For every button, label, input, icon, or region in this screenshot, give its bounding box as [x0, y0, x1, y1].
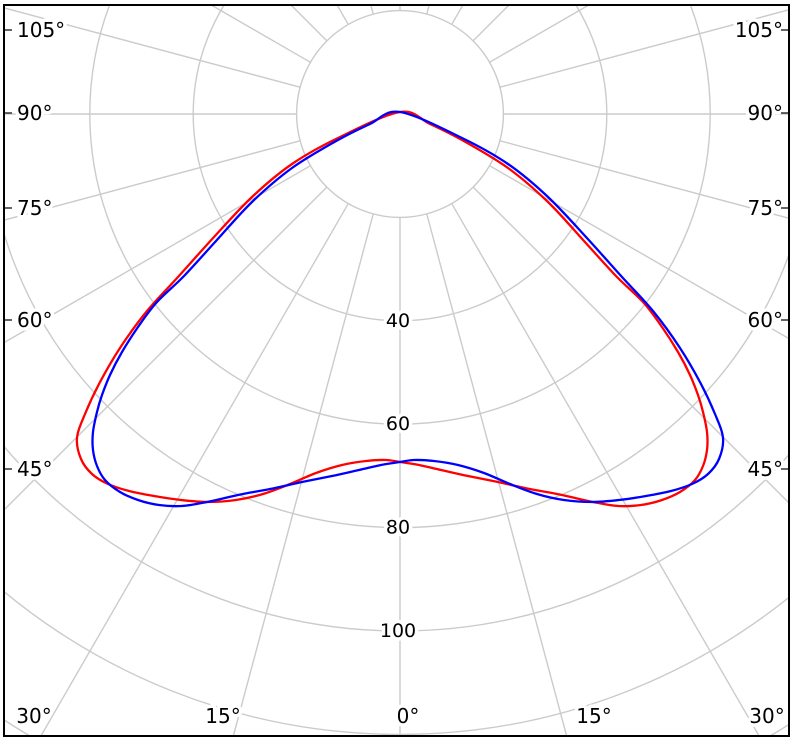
grid-spoke-165	[426, 6, 430, 15]
angle-label-right-75: 75°	[748, 196, 783, 220]
angle-label-left-60: 60°	[17, 308, 52, 332]
grid-spoke-45	[472, 186, 788, 503]
radial-label-40: 40	[386, 310, 410, 332]
grid-ring-20	[295, 9, 505, 219]
grid-spoke-285	[5, 140, 301, 221]
angle-label-right-105: 105°	[735, 18, 783, 42]
angle-label-bottom-15: 15°	[576, 704, 611, 728]
angle-label-bottom-30: 30°	[749, 704, 784, 728]
grid-spoke-15	[426, 213, 568, 735]
radial-label-100: 100	[380, 620, 416, 642]
grid-spoke-105	[499, 9, 788, 88]
angle-label-right-60: 60°	[748, 308, 783, 332]
angle-label-right-90: 90°	[748, 101, 783, 125]
grid-spoke-315	[5, 186, 328, 510]
grid-spoke-75	[499, 140, 788, 219]
grid-spoke-255	[5, 7, 301, 88]
angle-label-left-90: 90°	[17, 101, 52, 125]
radial-label-60: 60	[386, 413, 410, 435]
angle-label-right-45: 45°	[748, 457, 783, 481]
angle-label-left-105: 105°	[17, 18, 65, 42]
angle-label-bottom-0: 0°	[397, 704, 420, 728]
angle-label-left-45: 45°	[17, 457, 52, 481]
border-ticks	[4, 29, 789, 470]
grid-spoke-195	[370, 6, 374, 15]
grid-spoke-60	[489, 165, 788, 339]
angle-label-bottom-30: 30°	[16, 704, 51, 728]
radial-label-80: 80	[386, 517, 410, 539]
grid-spoke-330	[40, 203, 349, 735]
blue-curve	[91, 110, 725, 508]
grid-spoke-345	[232, 213, 374, 735]
angle-label-bottom-15: 15°	[205, 704, 240, 728]
red-curve	[75, 110, 709, 508]
grid-spoke-30	[451, 203, 760, 735]
grid-spoke-300	[5, 165, 311, 343]
chart-frame	[3, 4, 790, 737]
angle-label-left-75: 75°	[17, 196, 52, 220]
